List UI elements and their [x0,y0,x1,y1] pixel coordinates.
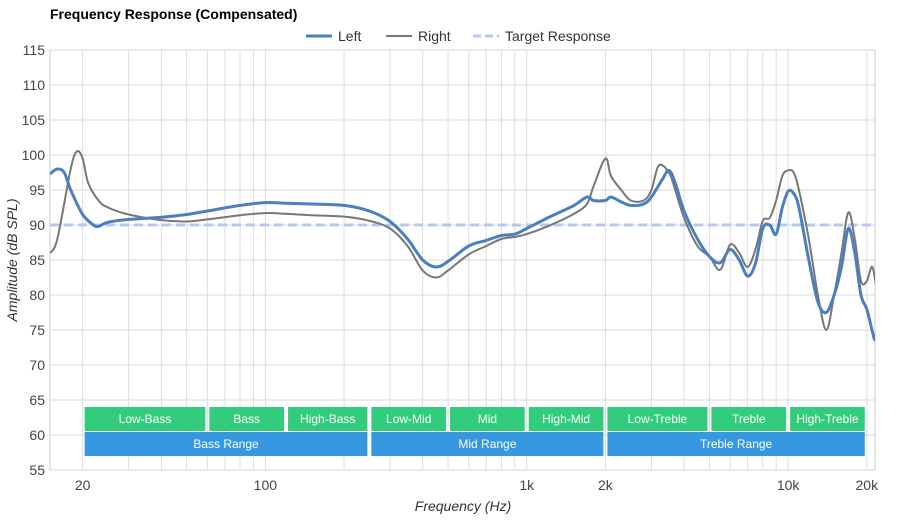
chart-title: Frequency Response (Compensated) [50,6,298,22]
y-tick-label: 105 [22,112,46,128]
y-tick-label: 85 [29,252,45,268]
band-label: Bass Range [193,437,259,451]
y-tick-label: 115 [23,42,46,58]
legend-label: Target Response [505,28,611,44]
y-tick-label: 70 [29,357,45,373]
y-axis-title: Amplitude (dB SPL) [4,199,20,323]
axes: 55 60 65 70 75 80 85 90 95 100 105 110 115 20 100 1k 2k 1… [22,42,879,493]
legend: Left Right Target Response [306,28,611,44]
y-tick-label: 75 [29,322,45,338]
y-tick-label: 90 [29,217,45,233]
band-box [84,432,368,456]
band-label: High-Bass [300,412,355,426]
frequency-bands: Low-Bass Bass High-Bass Low-Mid Mid High-Mid L… [84,407,865,456]
band-label: Bass [233,412,260,426]
y-tick-label: 80 [29,287,45,303]
band-label: High-Mid [542,412,590,426]
y-tick-label: 60 [29,427,45,443]
band-label: Mid Range [458,437,516,451]
band-box [607,407,708,431]
band-label: Low-Mid [386,412,431,426]
y-tick-label: 95 [29,182,45,198]
band-box [711,407,787,431]
legend-label: Left [338,28,361,44]
x-tick-label: 20 [75,477,91,493]
band-label: Treble Range [700,437,773,451]
series-line-left [50,167,875,342]
grid-lines [49,49,876,471]
band-box [450,407,525,431]
y-tick-label: 100 [22,147,46,163]
band-label: High-Treble [796,412,859,426]
band-box [84,407,206,431]
band-box [528,407,604,431]
x-tick-label: 2k [598,477,614,493]
band-label: Treble [732,412,766,426]
x-tick-label: 20k [856,477,880,493]
y-tick-label: 65 [29,392,45,408]
band-box [209,407,285,431]
series-line-right [50,150,875,332]
x-tick-label: 10k [777,477,801,493]
band-label: Low-Treble [628,412,688,426]
band-box [607,432,865,456]
band-box [288,407,368,431]
band-label: Mid [478,412,497,426]
data-series [50,150,875,342]
legend-label: Right [418,28,451,44]
band-box [790,407,865,431]
band-label: Low-Bass [119,412,172,426]
x-axis-title: Frequency (Hz) [415,498,511,514]
x-tick-label: 1k [519,477,535,493]
band-box [371,432,604,456]
x-tick-label: 100 [254,477,278,493]
y-tick-label: 55 [29,462,45,478]
y-tick-label: 110 [23,77,46,93]
band-box [371,407,447,431]
